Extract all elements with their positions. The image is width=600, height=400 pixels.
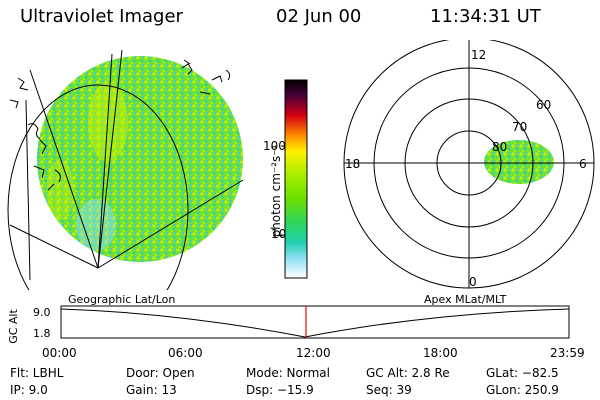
timeline-left-caption: Geographic Lat/Lon <box>68 293 176 306</box>
lat-label-70: 70 <box>512 120 528 134</box>
status-gc-alt: GC Alt: 2.8 Re <box>366 366 450 380</box>
time-label: 11:34:31 UT <box>430 6 541 27</box>
status-ip: IP: 9.0 <box>10 383 48 397</box>
coastline-overlay <box>9 59 231 191</box>
colorbar-tick-100: 100 <box>263 139 286 153</box>
colorbar-scale <box>284 79 308 279</box>
colorbar-unit-label: photon cm⁻²s⁻¹ <box>269 144 283 238</box>
lat-label-80: 80 <box>492 140 508 154</box>
timeline-ytick-min: 1.8 <box>33 327 51 340</box>
mlt-label-6: 6 <box>579 157 587 171</box>
status-door: Door: Open <box>126 366 195 380</box>
status-glat: GLat: −82.5 <box>486 366 559 380</box>
status-seq: Seq: 39 <box>366 383 412 397</box>
geographic-image <box>7 49 244 290</box>
status-mode: Mode: Normal <box>246 366 330 380</box>
altitude-curve <box>60 308 570 338</box>
status-glon: GLon: 250.9 <box>486 383 559 397</box>
timeline-right-caption: Apex MLat/MLT <box>424 293 507 306</box>
timeline-ytick-max: 9.0 <box>33 306 51 319</box>
auroral-emission <box>484 140 554 184</box>
mlt-label-18: 18 <box>345 157 361 171</box>
date-label: 02 Jun 00 <box>276 6 362 27</box>
mlt-label-12: 12 <box>471 48 487 62</box>
timeline-xtick-0600: 06:00 <box>168 346 203 360</box>
mlt-label-0: 0 <box>469 275 477 289</box>
status-gain: Gain: 13 <box>126 383 177 397</box>
lat-lon-grid <box>7 49 244 290</box>
timeline-ylabel: GC Alt <box>6 309 20 344</box>
lat-label-60: 60 <box>536 98 552 112</box>
polar-plot <box>343 40 595 289</box>
timeline-xtick-2359: 23:59 <box>550 346 585 360</box>
earth-disk <box>37 56 243 262</box>
status-filter: Flt: LBHL <box>10 366 64 380</box>
timeline-xtick-0000: 00:00 <box>42 346 77 360</box>
timeline-plot <box>60 305 570 339</box>
timeline-xtick-1800: 18:00 <box>423 346 458 360</box>
colorbar-tick-10: 10 <box>271 227 287 241</box>
timeline-xtick-1200: 12:00 <box>296 346 331 360</box>
status-dsp: Dsp: −15.9 <box>246 383 314 397</box>
colorbar <box>281 79 308 279</box>
instrument-title: Ultraviolet Imager <box>20 6 183 27</box>
